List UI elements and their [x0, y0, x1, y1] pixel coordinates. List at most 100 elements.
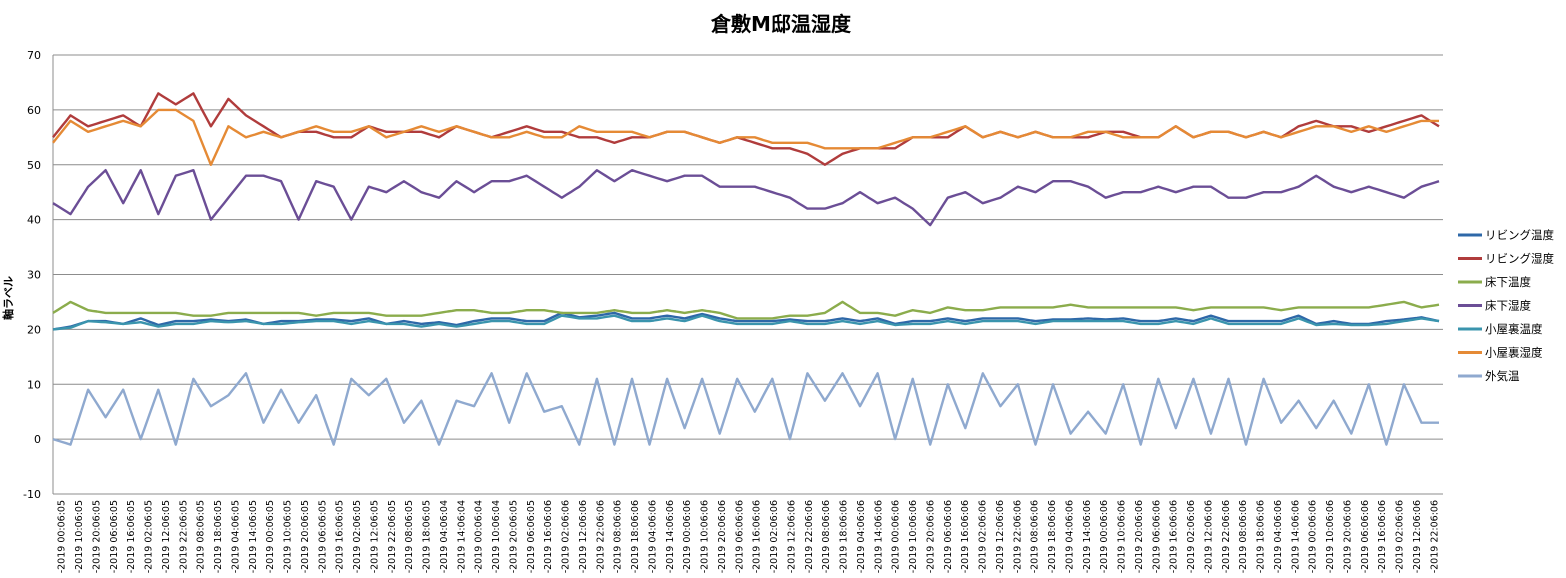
x-tick-label: Jan-21-2019 10:06:06 [908, 500, 919, 573]
x-tick-label: Jan-16-2019 10:06:06 [700, 500, 711, 573]
y-tick-label: 60 [27, 104, 41, 117]
x-tick-label: Jan-21-2019 00:06:06 [891, 500, 902, 573]
series-line-3 [52, 169, 1440, 227]
x-tick-label: Jan-23-2019 12:06:06 [995, 500, 1006, 573]
y-tick-label: 40 [27, 214, 41, 227]
series-line-5 [52, 108, 1439, 166]
series-line-4 [52, 314, 1440, 331]
legend-label: 小屋裏湿度 [1485, 346, 1543, 360]
x-tick-label: Jan-05-2019 14:06:05 [248, 500, 259, 573]
x-tick-label: Jan-31-2019 00:06:06 [1308, 500, 1319, 573]
x-tick-label: Jan-06-2019 20:06:05 [300, 500, 311, 573]
x-tick-label: Jan-05-2019 04:06:05 [230, 500, 241, 573]
y-axis-label: 軸ラベル [1, 276, 15, 320]
x-tick-label: Jan-20-2019 04:06:06 [856, 500, 867, 573]
x-tick-label: Jan-18-2019 12:06:06 [786, 500, 797, 573]
x-tick-label: Jan-23-2019 22:06:06 [1012, 500, 1023, 573]
x-tick-label: Jan-15-2019 14:06:06 [665, 500, 676, 573]
x-tick-label: Jan-19-2019 18:06:06 [839, 500, 850, 573]
y-tick-label: 20 [27, 323, 41, 336]
x-tick-label: Jan-26-2019 00:06:06 [1099, 500, 1110, 573]
x-tick-label: Jan-28-2019 02:06:06 [1186, 500, 1197, 573]
x-tick-label: Jan-20-2019 14:06:06 [873, 500, 884, 573]
x-tick-label: Jan-27-2019 16:06:06 [1169, 500, 1180, 573]
x-tick-label: Jan-08-2019 02:06:05 [352, 500, 363, 573]
x-tick-label: Jan-14-2019 18:06:06 [630, 500, 641, 573]
x-tick-label: Jan-24-2019 18:06:06 [1047, 500, 1058, 573]
x-tick-label: Jan-06-2019 00:06:05 [265, 500, 276, 573]
x-tick-label: Feb-02-2019 02:06:06 [1395, 500, 1406, 573]
x-tick-label: Jan-29-2019 18:06:06 [1256, 500, 1267, 573]
y-tick-label: 0 [34, 433, 41, 446]
x-tick-label: Jan-24-2019 08:06:06 [1030, 500, 1041, 573]
chart-title: 倉敷M邸温湿度 [710, 12, 852, 36]
x-tick-label: Feb-02-2019 12:06:06 [1412, 500, 1423, 573]
series-line-1 [52, 92, 1440, 166]
x-tick-label: Jan-31-2019 10:06:06 [1325, 500, 1336, 573]
x-tick-label: Jan-07-2019 16:06:05 [335, 500, 346, 573]
x-tick-label: Jan-01-2019 10:06:05 [74, 500, 85, 573]
x-tick-label: Jan-02-2019 16:06:05 [126, 500, 137, 573]
x-tick-label: Jan-28-2019 12:06:06 [1203, 500, 1214, 573]
x-tick-label: Jan-22-2019 16:06:06 [960, 500, 971, 573]
x-tick-label: Jan-28-2019 22:06:06 [1221, 500, 1232, 573]
legend-label: 外気温 [1485, 369, 1520, 383]
x-tick-label: Jan-09-2019 08:06:05 [404, 500, 415, 573]
x-tick-label: Jan-21-2019 20:06:06 [925, 500, 936, 573]
x-tick-label: Jan-11-2019 20:06:05 [508, 500, 519, 573]
x-tick-label: Jan-13-2019 12:06:06 [578, 500, 589, 573]
x-tick-label: Jan-06-2019 10:06:05 [283, 500, 294, 573]
x-tick-label: Jan-25-2019 14:06:06 [1082, 500, 1093, 573]
x-tick-label: Jan-09-2019 18:06:05 [422, 500, 433, 573]
x-tick-label: Jan-03-2019 22:06:05 [178, 500, 189, 573]
x-tick-label: Jan-01-2019 20:06:05 [91, 500, 102, 573]
legend-label: リビング温度 [1485, 228, 1554, 242]
x-tick-label: Feb-01-2019 16:06:06 [1377, 500, 1388, 573]
x-tick-label: Jan-03-2019 02:06:05 [144, 500, 155, 573]
x-tick-label: Jan-31-2019 20:06:06 [1342, 500, 1353, 573]
x-tick-label: Jan-29-2019 08:06:06 [1238, 500, 1249, 573]
x-tick-label: Jan-18-2019 02:06:06 [769, 500, 780, 573]
gridlines [52, 54, 1443, 495]
x-tick-label: Jan-19-2019 08:06:06 [821, 500, 832, 573]
y-tick-label: 30 [27, 269, 41, 282]
legend-label: 床下温度 [1485, 275, 1531, 289]
x-tick-label: Jan-08-2019 12:06:05 [369, 500, 380, 573]
x-tick-label: Jan-16-2019 20:06:06 [717, 500, 728, 573]
legend-label: リビング湿度 [1485, 252, 1554, 266]
x-tick-label: Jan-12-2019 06:06:05 [526, 500, 537, 573]
y-tick-label: 50 [27, 159, 41, 172]
x-tick-label: Jan-03-2019 12:06:05 [161, 500, 172, 573]
x-tick-label: Jan-10-2019 14:06:04 [456, 500, 467, 573]
x-tick-label: Jan-10-2019 04:06:04 [439, 500, 450, 573]
x-tick-label: Jan-16-2019 00:06:06 [682, 500, 693, 573]
x-axis-ticks: Jan-01-2019 00:06:05 Jan-01-2019 10:06:05… [57, 500, 1441, 578]
series-line-0 [52, 311, 1440, 331]
x-tick-label: Jan-13-2019 22:06:06 [595, 500, 606, 573]
x-tick-label: Jan-12-2019 16:06:06 [543, 500, 554, 573]
x-tick-label: Jan-26-2019 10:06:06 [1117, 500, 1128, 573]
legend-label: 床下湿度 [1485, 299, 1531, 313]
x-tick-label: Jan-26-2019 20:06:06 [1134, 500, 1145, 573]
x-tick-label: Jan-04-2019 08:06:05 [196, 500, 207, 573]
x-tick-label: Feb-01-2019 06:06:06 [1360, 500, 1371, 573]
x-tick-label: Jan-25-2019 04:06:06 [1064, 500, 1075, 573]
x-tick-label: Jan-23-2019 02:06:06 [978, 500, 989, 573]
x-tick-label: Jan-30-2019 04:06:06 [1273, 500, 1284, 573]
x-tick-label: Feb-02-2019 22:06:06 [1429, 500, 1440, 573]
x-tick-label: Jan-01-2019 00:06:05 [57, 500, 68, 573]
x-tick-label: Jan-15-2019 04:06:06 [647, 500, 658, 573]
x-tick-label: Jan-18-2019 22:06:06 [804, 500, 815, 573]
x-tick-label: Jan-08-2019 22:06:05 [387, 500, 398, 573]
x-tick-label: Jan-04-2019 18:06:05 [213, 500, 224, 573]
x-tick-label: Jan-27-2019 06:06:06 [1151, 500, 1162, 573]
x-tick-label: Jan-13-2019 02:06:06 [561, 500, 572, 573]
x-tick-label: Jan-14-2019 08:06:06 [613, 500, 624, 573]
x-tick-label: Jan-02-2019 06:06:05 [109, 500, 120, 573]
series-lines [52, 92, 1440, 446]
x-tick-label: Jan-11-2019 10:06:04 [491, 500, 502, 573]
x-tick-label: Jan-22-2019 06:06:06 [943, 500, 954, 573]
